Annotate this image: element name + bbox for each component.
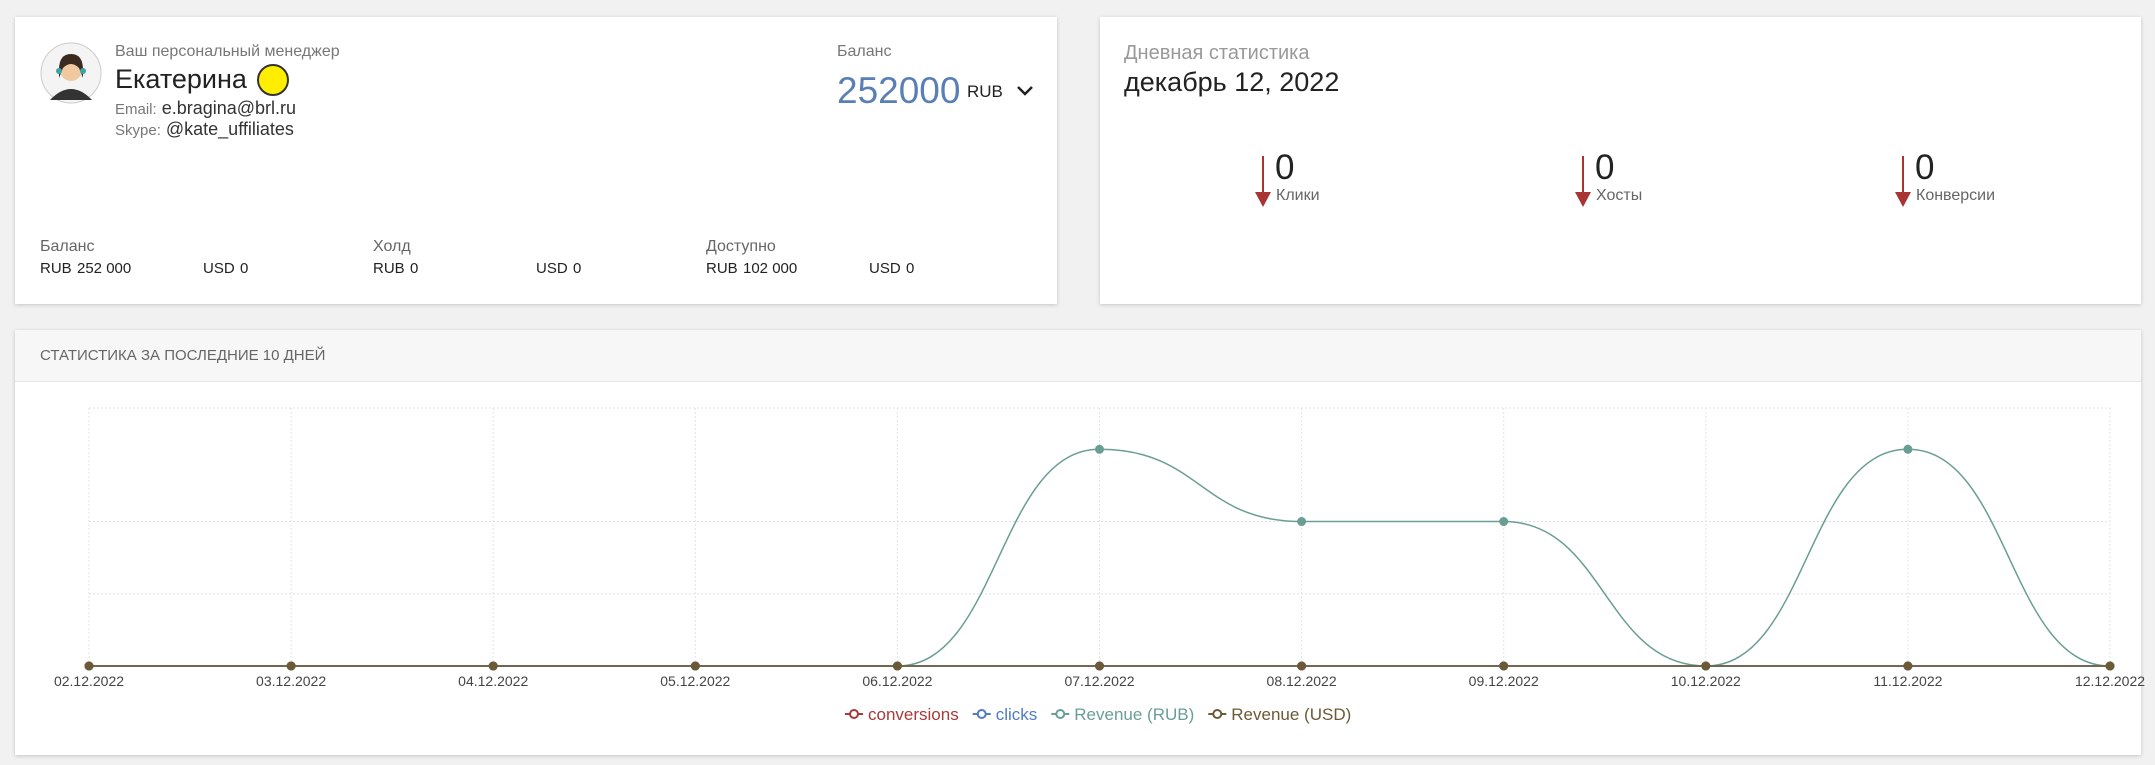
skype: Skype: @kate_uffiliates — [115, 120, 294, 138]
manager-card: Ваш персональный менеджер Екатерина Emai… — [15, 17, 1057, 304]
point — [1499, 661, 1509, 671]
legend-label: Revenue (RUB) — [1074, 705, 1194, 724]
legend-marker — [976, 709, 987, 719]
currency: RUB — [967, 82, 1003, 101]
email-value[interactable]: e.bragina@brl.ru — [161, 98, 297, 118]
chart-header — [15, 330, 2141, 382]
email-label: Email: — [115, 101, 157, 118]
rub-value: 0 — [410, 260, 419, 277]
chevron — [1016, 86, 1033, 96]
rub-label: RUB — [40, 260, 72, 277]
x-tick-label: 06.12.2022 — [862, 673, 932, 689]
currency-select[interactable]: RUB — [967, 83, 1034, 100]
usd-label: USD — [203, 260, 235, 277]
x-tick-label: 03.12.2022 — [256, 673, 326, 689]
point — [488, 661, 498, 671]
rub-label: RUB — [706, 260, 738, 277]
skype-label: Skype: — [115, 122, 161, 139]
usd-value: 0 — [573, 260, 582, 277]
daily-title: Дневная статистика — [1124, 42, 1310, 64]
manager-name: Екатерина — [115, 64, 247, 94]
point — [1297, 661, 1307, 671]
skype-value: @kate_uffiliates — [165, 119, 294, 139]
usd-value: 0 — [906, 260, 915, 277]
rub-value: 102 000 — [743, 260, 798, 277]
usd-label: USD — [536, 260, 568, 277]
x-tick-label: 09.12.2022 — [1469, 673, 1539, 689]
legend-item[interactable]: clicks — [972, 705, 1038, 724]
legend-marker — [1212, 709, 1223, 719]
point — [1095, 661, 1104, 671]
usd-value: 0 — [240, 260, 249, 277]
metric-label: Хосты — [1596, 187, 1643, 204]
status-indicator — [257, 64, 289, 96]
metric-label: Конверсии — [1916, 187, 1996, 204]
point — [2105, 661, 2115, 671]
chart-card: СТАТИСТИКА ЗА ПОСЛЕДНИЕ 10 ДНЕЙ — [15, 330, 2141, 755]
point — [690, 661, 700, 671]
legend-label: Revenue (USD) — [1231, 705, 1351, 724]
legend-item[interactable]: Revenue (RUB) — [1051, 705, 1194, 724]
x-tick-label: 05.12.2022 — [660, 673, 730, 689]
point — [84, 661, 94, 671]
down-arrow — [1575, 156, 1591, 207]
down-arrow — [1895, 156, 1911, 207]
legend-label: clicks — [996, 705, 1038, 724]
rub-value: 252 000 — [77, 260, 132, 277]
point — [1903, 661, 1913, 671]
metric-value: 0 — [1595, 148, 1615, 187]
balance-col-label: Доступно — [706, 238, 776, 255]
daily-date: декабрь 12, 2022 — [1124, 67, 1340, 97]
x-tick-label: 02.12.2022 — [54, 673, 124, 689]
balance-amount: 252000 — [837, 70, 961, 111]
rub-label: RUB — [373, 260, 405, 277]
down-arrow — [1255, 156, 1271, 207]
avatar — [40, 42, 102, 104]
manager-label: Ваш персональный менеджер — [115, 43, 340, 60]
usd-label: USD — [869, 260, 901, 277]
legend-label: conversions — [868, 705, 959, 724]
point — [1095, 444, 1104, 454]
balance-label: Баланс — [837, 43, 892, 60]
point — [1499, 517, 1509, 527]
balance-col-label: Баланс — [40, 238, 95, 255]
x-tick-label: 11.12.2022 — [1873, 673, 1942, 689]
point — [1297, 517, 1307, 527]
metric-value: 0 — [1275, 148, 1295, 187]
legend-item[interactable]: conversions — [845, 705, 959, 724]
x-tick-label: 10.12.2022 — [1671, 673, 1741, 689]
legend-marker — [1055, 709, 1066, 719]
point — [286, 661, 296, 671]
point — [1701, 661, 1711, 671]
point — [892, 661, 902, 671]
x-tick-label: 12.12.2022 — [2075, 673, 2145, 689]
email: Email: e.bragina@brl.ru — [115, 99, 296, 117]
legend-marker — [849, 709, 859, 719]
metric-label: Клики — [1276, 187, 1320, 204]
metric-value: 0 — [1915, 148, 1935, 187]
daily-card: Дневная статистика декабрь 12, 2022 0 Кли… — [1100, 17, 2141, 304]
x-tick-label: 08.12.2022 — [1267, 673, 1337, 689]
x-tick-label: 07.12.2022 — [1064, 673, 1134, 689]
balance-col-label: Холд — [373, 238, 411, 255]
point — [1903, 444, 1913, 454]
x-tick-label: 04.12.2022 — [458, 673, 528, 689]
chart-title: СТАТИСТИКА ЗА ПОСЛЕДНИЕ 10 ДНЕЙ — [40, 347, 326, 364]
legend-item[interactable]: Revenue (USD) — [1208, 705, 1351, 724]
